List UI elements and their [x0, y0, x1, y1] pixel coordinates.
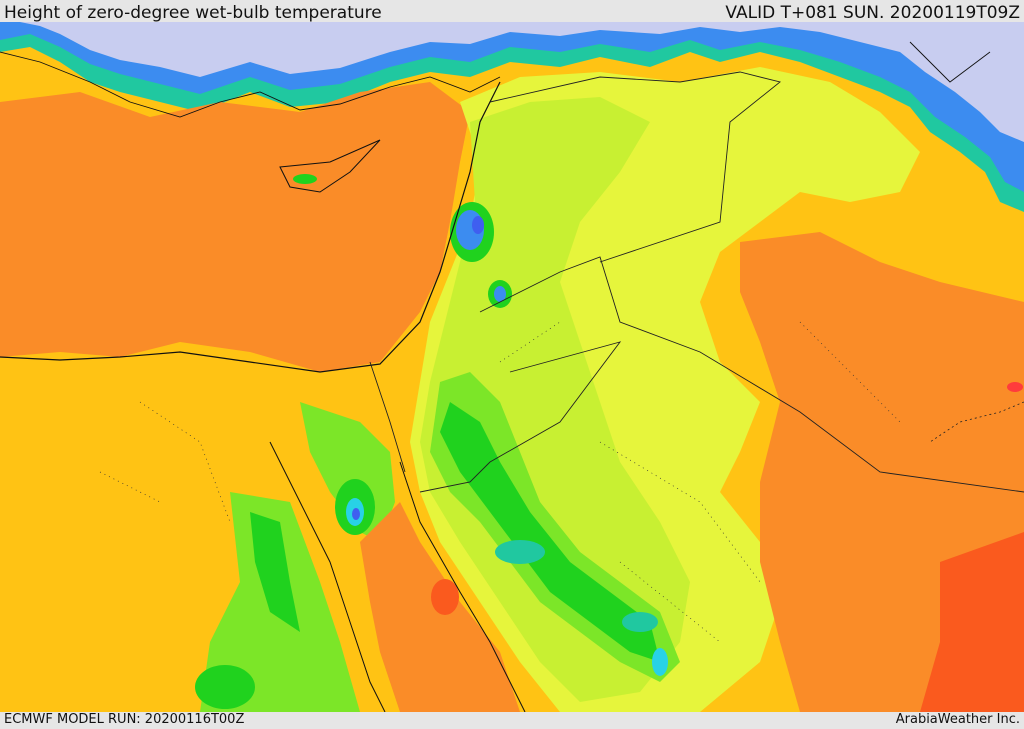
coastline-red-sea — [269, 441, 386, 712]
model-run: ECMWF MODEL RUN: 20200116T00Z — [4, 712, 245, 727]
egypt-green-south — [195, 665, 255, 709]
east-red-orange — [920, 532, 1024, 712]
map-title: Height of zero-degree wet-bulb temperatu… — [4, 3, 382, 23]
border-syria — [489, 71, 781, 263]
red-sea-hot — [431, 579, 459, 615]
coastline-egypt — [0, 81, 501, 373]
levant-bright-green — [440, 402, 660, 662]
cyan-patch — [652, 648, 668, 676]
border-egypt-sinai — [369, 361, 406, 473]
valid-time: VALID T+081 SUN. 20200119T09Z — [725, 3, 1020, 23]
teal-patch — [495, 540, 545, 564]
mediterranean-warm — [0, 82, 470, 372]
egypt-bright-green — [250, 512, 300, 632]
persian-gulf-coast — [929, 401, 1024, 443]
border-saudi — [419, 341, 622, 493]
coastline-caspian — [909, 41, 991, 83]
north-pale-region — [20, 22, 1024, 142]
coastline-arabia-red-sea — [399, 461, 526, 712]
header-bar: Height of zero-degree wet-bulb temperatu… — [0, 0, 1024, 23]
credit: ArabiaWeather Inc. — [895, 712, 1020, 727]
lebanon-deep-blue — [472, 216, 484, 234]
north-cold-blue — [0, 22, 1024, 192]
border-iraq — [479, 256, 1024, 493]
coastline-turkey — [0, 51, 501, 118]
teal-patch-2 — [622, 612, 658, 632]
cyprus-green — [293, 174, 317, 184]
map-canvas — [0, 22, 1024, 712]
jordan-blue — [494, 286, 506, 302]
weather-map[interactable] — [0, 22, 1024, 712]
sinai-deep-blue — [352, 508, 360, 520]
east-red-dot — [1007, 382, 1023, 392]
footer-bar: ECMWF MODEL RUN: 20200116T00Z ArabiaWeat… — [0, 712, 1024, 729]
